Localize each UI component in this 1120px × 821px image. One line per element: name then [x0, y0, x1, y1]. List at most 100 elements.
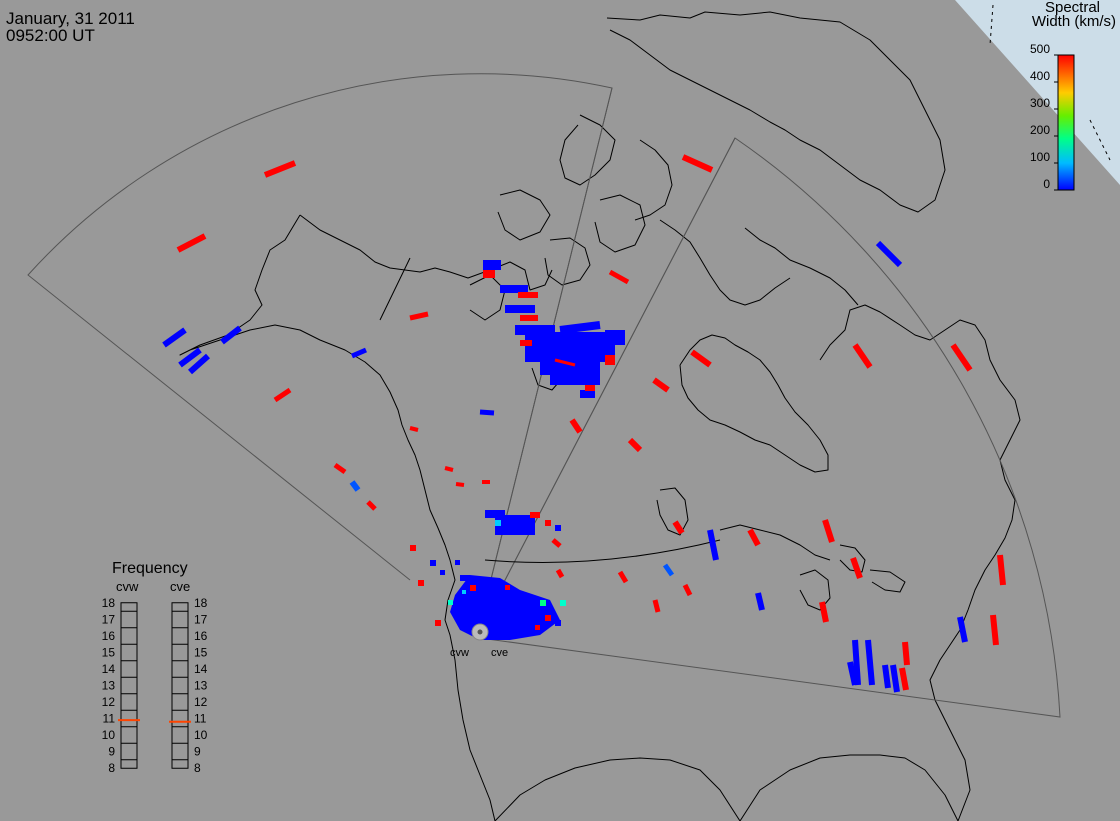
frequency-radar-label-cve: cve — [170, 579, 191, 594]
echo-cell — [430, 560, 436, 566]
great-lake-1 — [656, 487, 689, 536]
echo-cell — [585, 385, 595, 391]
frequency-tick-label: 14 — [194, 662, 208, 676]
frequency-tick-label: 18 — [102, 596, 116, 610]
arctic-island-1 — [634, 139, 673, 221]
echo-cell — [627, 437, 643, 453]
echo-cell — [409, 311, 429, 321]
frequency-bar-cvw — [120, 602, 138, 769]
echo-cell — [505, 585, 510, 590]
echo-cell — [263, 160, 297, 178]
echo-cell — [460, 575, 470, 581]
frequency-tick-label: 8 — [108, 761, 115, 775]
echo-cell — [540, 600, 546, 606]
echo-cell — [435, 620, 441, 626]
echo-cell — [580, 390, 595, 398]
echo-cell — [559, 321, 601, 334]
echo-cell — [681, 154, 714, 173]
echo-cell — [518, 292, 538, 298]
echo-cell — [847, 661, 858, 686]
echo-cell — [162, 327, 187, 348]
echo-cell — [448, 600, 453, 605]
frequency-tick-label: 10 — [194, 728, 208, 742]
date-label: January, 31 2011 — [6, 9, 135, 28]
echo-cell — [366, 500, 377, 511]
echo-cell — [747, 528, 761, 547]
echo-cell — [819, 601, 829, 623]
echo-cell — [875, 240, 903, 268]
echo-cell — [950, 343, 973, 372]
echo-cell — [462, 590, 466, 594]
echo-cell — [188, 353, 210, 375]
frequency-radar-label-cvw: cvw — [116, 579, 139, 594]
echo-cell — [483, 270, 495, 278]
echo-cell — [485, 510, 505, 518]
echo-fan — [450, 575, 560, 640]
echo-cell — [545, 520, 551, 526]
echo-cell — [852, 343, 873, 369]
echo-cell — [822, 519, 835, 543]
colorbar-title-line2: Width (km/s) — [1031, 13, 1116, 30]
arctic-island-5 — [544, 237, 591, 286]
frequency-tick-label: 9 — [108, 745, 115, 759]
colorbar-title-line1: Spectral — [1044, 0, 1100, 16]
mexico-outline — [494, 757, 741, 821]
frequency-tick-label: 13 — [194, 679, 208, 693]
echo-cell — [351, 347, 367, 359]
echo-cell — [852, 639, 861, 686]
echo-cell — [349, 480, 361, 492]
echo-cell — [652, 599, 661, 613]
frequency-tick-label: 16 — [102, 629, 116, 643]
arctic-island-2 — [559, 114, 616, 186]
echo-cell — [569, 418, 583, 434]
echo-cell — [515, 325, 555, 335]
colorbar-tick-label: 500 — [1029, 42, 1050, 56]
echo-cell — [957, 616, 968, 643]
great-lake-4 — [869, 569, 906, 593]
echo-cell — [551, 538, 562, 548]
map-edge-region — [955, 0, 1120, 185]
great-lake-3 — [839, 544, 866, 573]
echo-cell — [672, 520, 685, 535]
echo-cell — [605, 330, 625, 345]
colorbar-tick-label: 100 — [1029, 150, 1050, 164]
echo-cell — [990, 614, 999, 646]
colorbar-tick-label: 300 — [1029, 96, 1050, 110]
echo-cell — [176, 233, 207, 253]
frequency-tick-label: 8 — [194, 761, 201, 775]
station-center — [477, 629, 483, 635]
echo-cell — [410, 545, 416, 551]
arctic-coast-line — [299, 214, 553, 291]
echo-cell — [495, 520, 501, 526]
baffin-coast-line — [744, 227, 859, 306]
echo-cell — [662, 563, 675, 577]
great-lake-2 — [799, 569, 831, 611]
cvw-field-of-view — [27, 73, 613, 633]
echo-cell — [682, 583, 693, 597]
echo-cell — [755, 592, 765, 611]
arctic-island-4 — [594, 194, 646, 253]
echo-cell — [178, 347, 202, 368]
time-label: 0952:00 UT — [6, 26, 95, 45]
colorbar-tick-label: 0 — [1043, 177, 1050, 191]
echo-cell — [418, 580, 424, 586]
border-line — [379, 257, 721, 563]
echo-cell — [333, 462, 347, 475]
frequency-tick-label: 10 — [102, 728, 116, 742]
frequency-tick-label: 15 — [102, 646, 116, 660]
echo-cell — [865, 639, 875, 686]
frequency-tick-label: 11 — [103, 712, 116, 726]
frequency-tick-label: 9 — [194, 745, 201, 759]
echo-cell — [690, 349, 712, 368]
cve-field-of-view — [477, 137, 1061, 718]
echo-cell — [483, 260, 501, 270]
echo-cell — [555, 525, 561, 531]
echo-cell — [535, 625, 540, 630]
frequency-tick-label: 11 — [194, 712, 207, 726]
echo-cell — [902, 641, 910, 666]
echo-cell — [554, 358, 576, 367]
echo-cell — [220, 325, 242, 345]
echo-cell — [555, 620, 561, 626]
